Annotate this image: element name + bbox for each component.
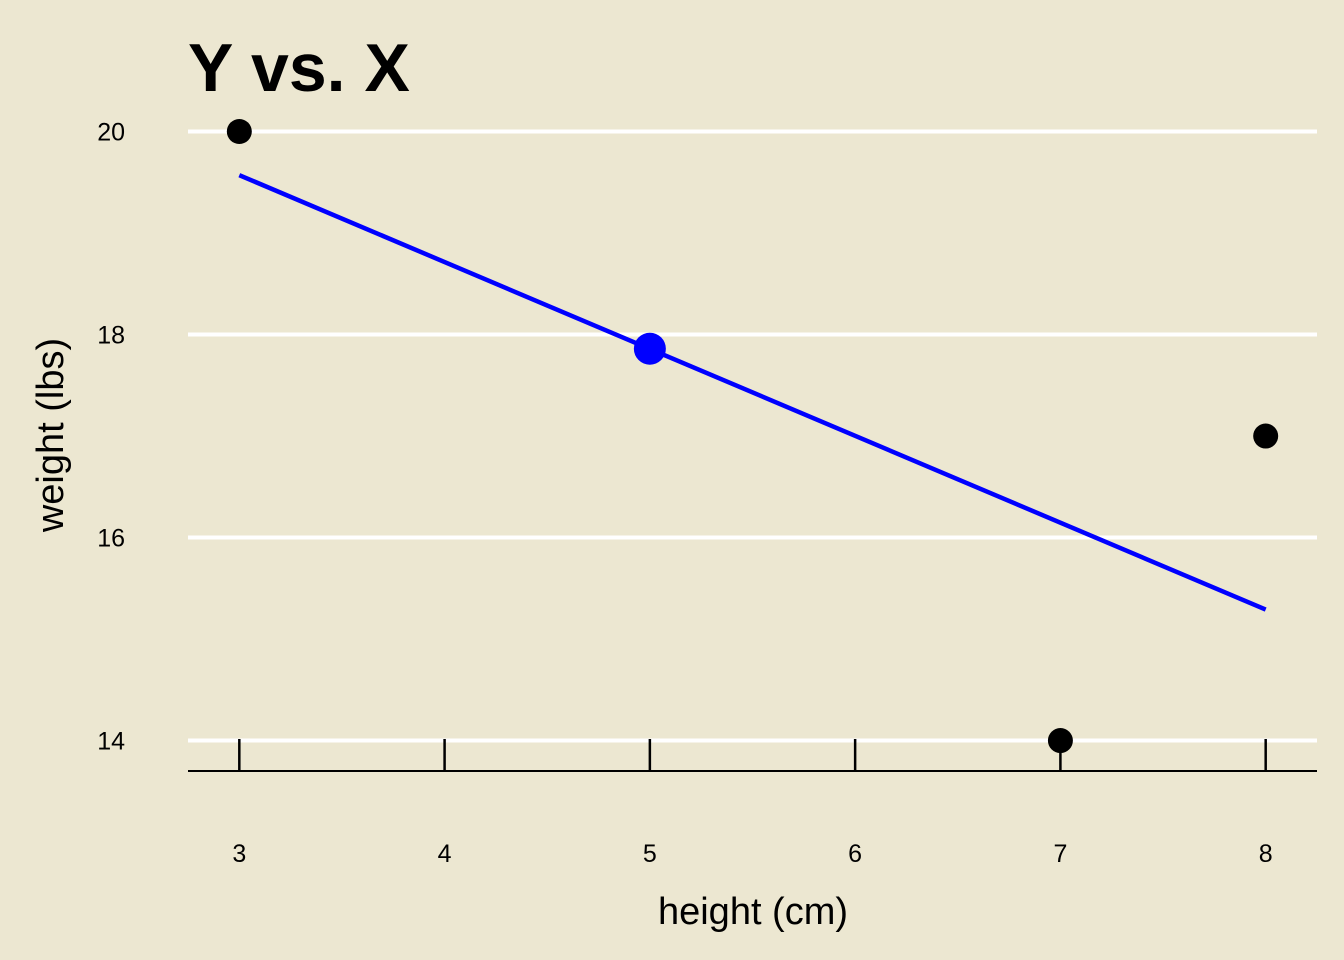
y-tick-label: 20 bbox=[97, 119, 125, 147]
y-tick-label: 14 bbox=[97, 728, 125, 756]
data-points bbox=[226, 119, 1279, 754]
data-point bbox=[1253, 423, 1279, 449]
x-tick-label: 4 bbox=[438, 840, 452, 868]
x-tick-label: 8 bbox=[1259, 840, 1273, 868]
x-tick-label: 3 bbox=[232, 840, 246, 868]
data-point bbox=[1047, 728, 1073, 754]
fit-line bbox=[238, 173, 1267, 612]
data-point bbox=[226, 119, 252, 145]
x-tick-label: 5 bbox=[643, 840, 657, 868]
x-tick-label: 6 bbox=[848, 840, 862, 868]
y-tick-label: 16 bbox=[97, 525, 125, 553]
x-axis-title: height (cm) bbox=[658, 891, 848, 933]
chart-title: Y vs. X bbox=[188, 30, 410, 106]
highlighted-point bbox=[633, 332, 666, 365]
y-axis-title: weight (lbs) bbox=[30, 338, 72, 533]
y-tick-label: 18 bbox=[97, 322, 125, 350]
y-tick-labels: 14 16 18 20 bbox=[97, 119, 125, 756]
fit-line-layer bbox=[238, 173, 1267, 612]
x-axis: 3 4 5 6 7 8 bbox=[188, 739, 1317, 868]
gridlines bbox=[188, 129, 1317, 743]
x-tick-label: 7 bbox=[1053, 840, 1067, 868]
